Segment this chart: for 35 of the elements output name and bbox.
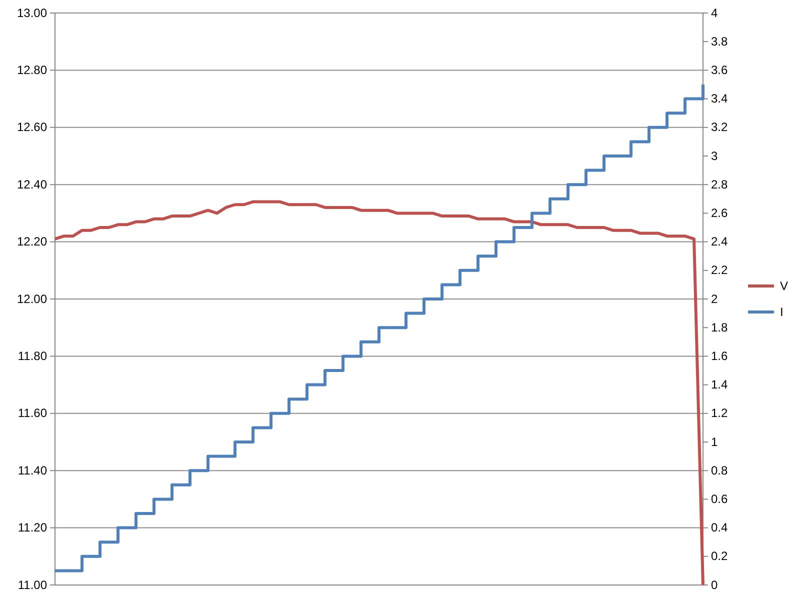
y-tick-label: 12.20 [16, 234, 48, 249]
y-tick-label: 11.40 [18, 463, 48, 478]
y2-tick-label: 3.8 [711, 34, 728, 48]
y-tick-label: 12.00 [16, 292, 48, 306]
y2-tick-label: 2.8 [711, 177, 728, 192]
y2-tick-label: 3.6 [711, 63, 728, 78]
y2-tick-label: 2.4 [711, 234, 728, 249]
y-tick-label: 11.20 [18, 520, 48, 535]
y-tick-label: 12.80 [16, 63, 48, 78]
y2-tick-label: 1.2 [711, 406, 728, 420]
y2-tick-label: 0 [711, 578, 718, 592]
y2-tick-label: 1.6 [711, 349, 728, 364]
y2-tick-label: 4 [711, 6, 718, 20]
y2-tick-label: 2.2 [711, 263, 728, 278]
y2-tick-label: 3 [711, 148, 718, 163]
y-tick-label: 11.60 [18, 406, 48, 420]
y-tick-label: 13.00 [16, 6, 48, 20]
y-tick-label: 11.80 [18, 349, 48, 364]
y2-tick-label: 0.4 [711, 520, 728, 535]
y2-tick-label: 1.4 [711, 378, 728, 392]
y-tick-label: 12.40 [16, 177, 48, 192]
y2-tick-label: 1.8 [711, 320, 728, 334]
y2-tick-label: 1 [711, 434, 718, 449]
line-series [54, 200, 704, 586]
y2-tick-label: 0.8 [711, 463, 728, 478]
legend-label: I [780, 305, 784, 319]
y2-tick-label: 0.2 [711, 549, 728, 564]
y2-tick-label: 3.4 [711, 92, 728, 106]
y2-tick-label: 2.6 [711, 206, 728, 220]
y-tick-label: 11.00 [18, 578, 48, 592]
legend-label: V [780, 279, 788, 293]
y2-tick-label: 0.6 [711, 492, 728, 506]
y2-tick-label: 2 [711, 292, 718, 306]
y2-tick-label: 3.2 [711, 120, 728, 134]
y-tick-label: 12.60 [16, 120, 48, 134]
